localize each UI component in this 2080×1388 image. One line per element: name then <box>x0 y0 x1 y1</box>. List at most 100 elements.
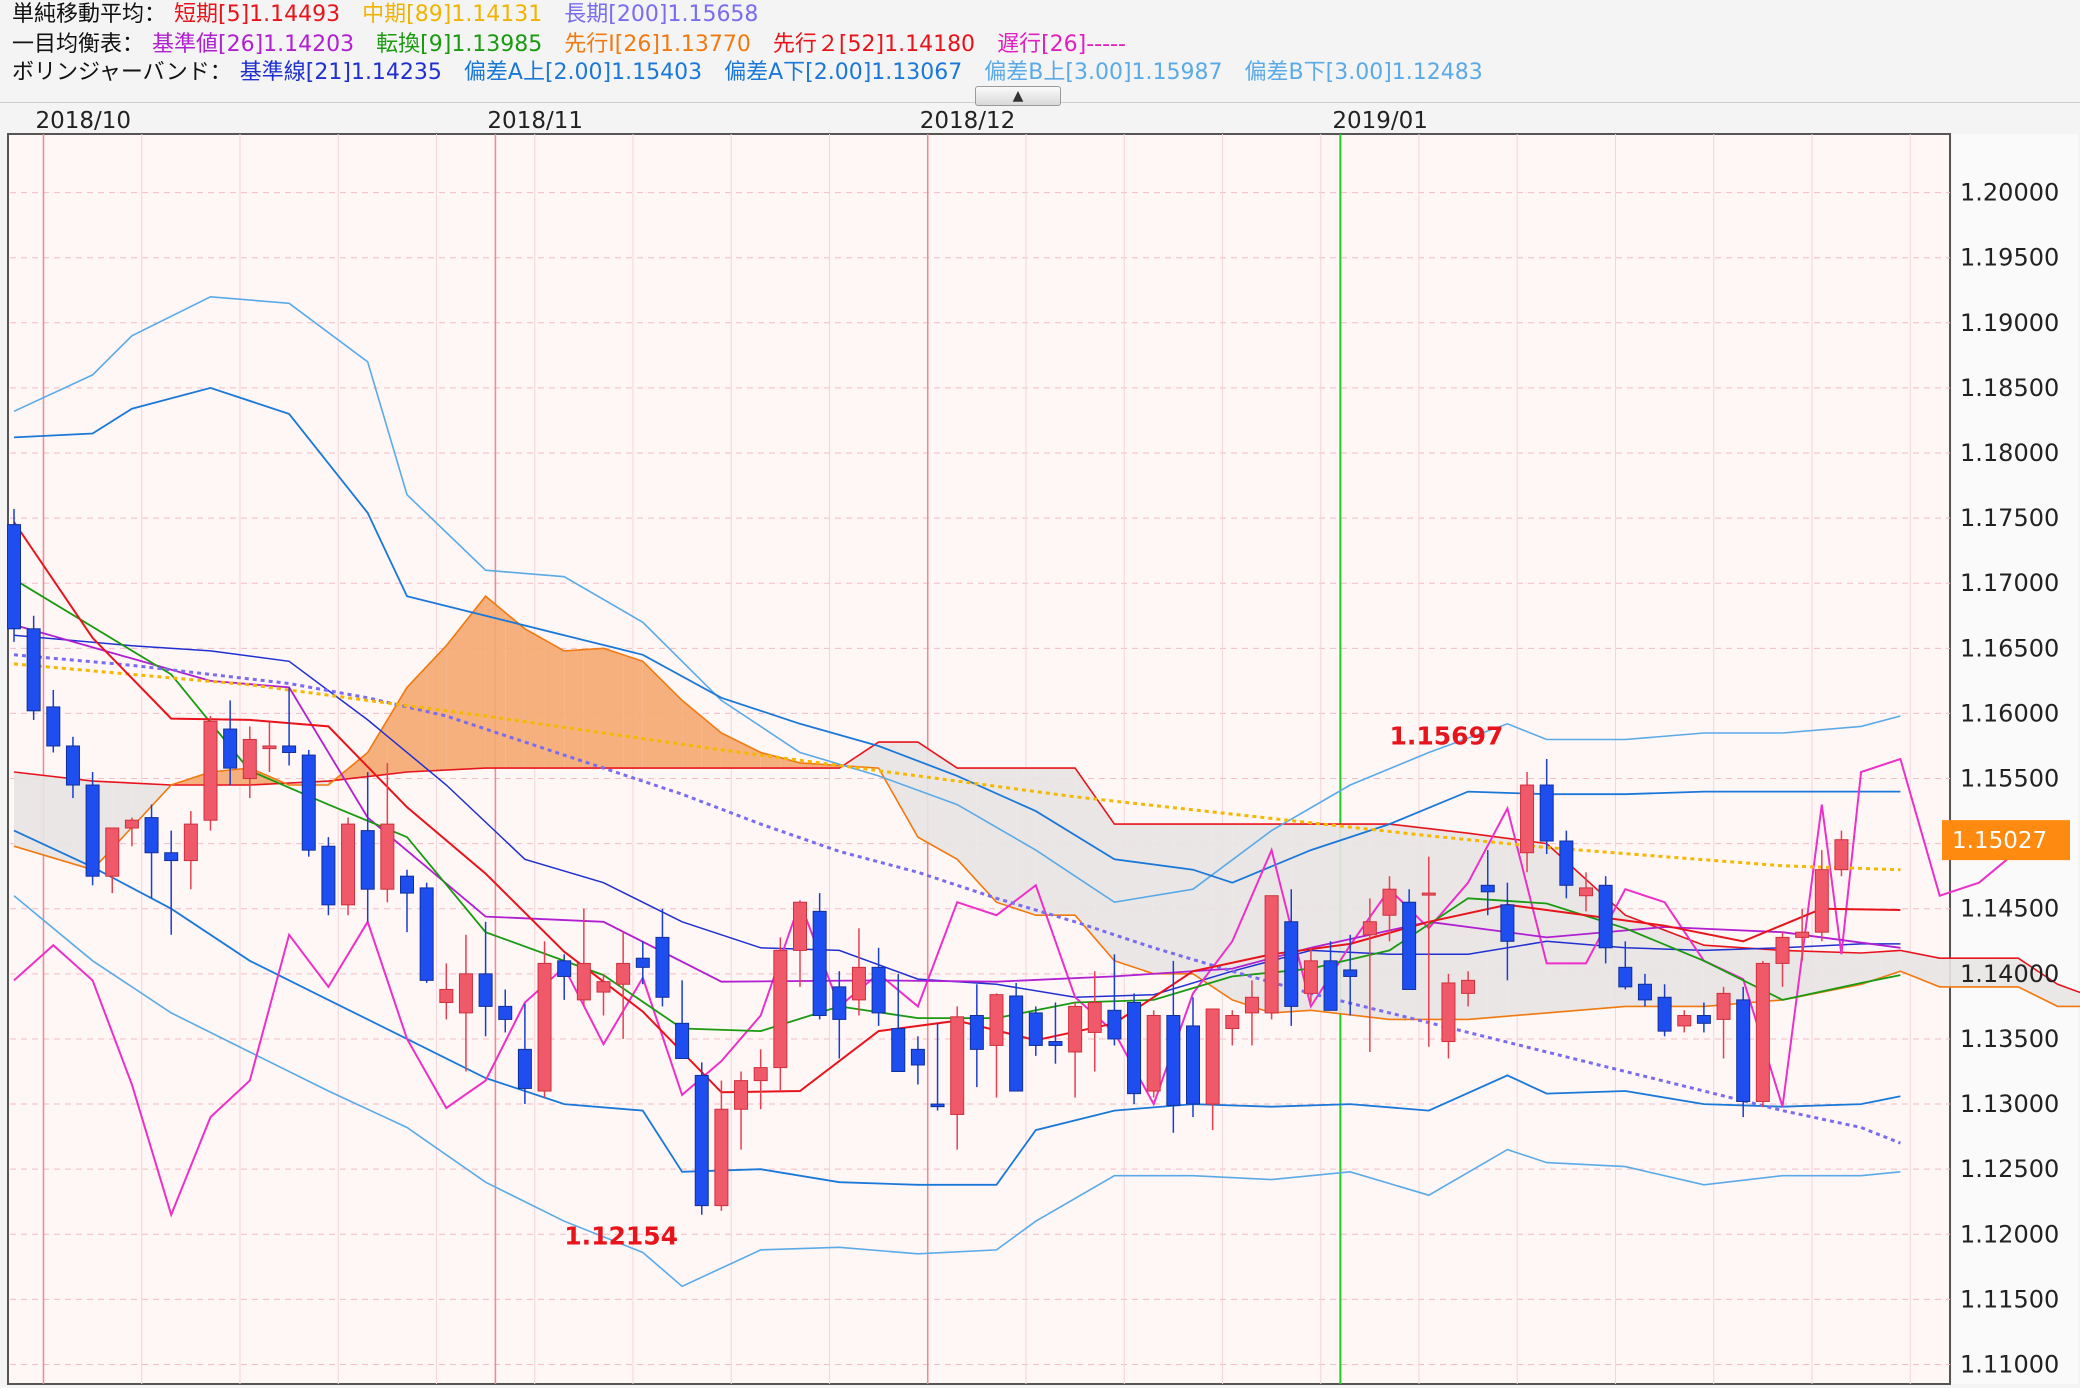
cloud-bull-segment <box>544 639 565 769</box>
candle-body <box>773 949 788 1069</box>
candle-body <box>65 745 80 786</box>
cloud-bear-segment <box>1900 950 1921 980</box>
cloud-bear-segment <box>1684 937 1704 1007</box>
candle-body <box>1127 1001 1142 1095</box>
ichimoku-legend-label: 一目均衡表： <box>12 32 145 57</box>
cloud-bear-segment <box>1703 945 1724 1007</box>
candle-body <box>1775 936 1790 964</box>
cloud-bull-segment <box>780 757 800 769</box>
cloud-bear-segment <box>1350 824 1370 1018</box>
cloud-bear-segment <box>1880 950 1901 978</box>
cloud-bear-segment <box>1369 824 1390 1020</box>
ichimoku-tenkan-legend: 転換[9]1.13985 <box>376 32 543 57</box>
candle-body <box>655 936 670 998</box>
cloud-bull-segment <box>603 648 624 769</box>
sma200-line <box>13 653 1901 1145</box>
price-tick-label: 1.12000 <box>1960 1220 2059 1248</box>
senkou2-line <box>13 741 2080 994</box>
cloud-bear-segment <box>1959 958 1979 987</box>
cloud-bull-segment <box>387 687 407 775</box>
cloud-bear-segment <box>1821 951 1842 993</box>
cloud-bull-segment <box>760 752 781 769</box>
price-annotation: 1.15697 <box>1390 722 1504 751</box>
candle-body <box>832 986 847 1020</box>
candle-body <box>1480 884 1495 893</box>
candle-body <box>714 1108 729 1207</box>
cloud-bear-segment <box>1075 768 1095 939</box>
candle-body <box>694 1074 709 1207</box>
cloud-bear-segment <box>957 768 977 881</box>
senkou1-line <box>13 595 2080 1021</box>
cloud-bull-segment <box>583 648 604 769</box>
candle-body <box>1323 960 1338 1011</box>
candle-body <box>124 819 139 829</box>
cloud-bear-segment <box>2018 958 2038 997</box>
cloud-bull-segment <box>682 700 702 769</box>
cloud-bull-segment <box>623 654 643 769</box>
candle-body <box>1441 982 1456 1043</box>
sma-short-legend: 短期[5]1.14493 <box>174 2 341 27</box>
candle-body <box>105 827 120 877</box>
candle-body <box>1520 784 1535 854</box>
cloud-bear-segment <box>33 774 54 858</box>
ichimoku-senkou1-legend: 先行Ⅰ[26]1.13770 <box>564 32 751 57</box>
candle-body <box>596 981 611 993</box>
candle-body <box>301 754 316 851</box>
candle-body <box>1146 1015 1161 1092</box>
sma-legend-row: 単純移動平均： 短期[5]1.14493 中期[89]1.14131 長期[200]1… <box>12 0 780 30</box>
candle-body <box>380 823 395 890</box>
candle-body <box>223 728 238 769</box>
candle-body <box>1579 887 1593 897</box>
candle-body <box>498 1005 513 1020</box>
price-tick-label: 1.14000 <box>1960 960 2059 988</box>
price-tick-label: 1.13500 <box>1960 1025 2059 1053</box>
cloud-bull-segment <box>741 742 761 769</box>
cloud-bear-segment <box>1802 951 1822 996</box>
candle-body <box>478 973 493 1007</box>
candle-body <box>1598 884 1613 949</box>
price-axis <box>1952 134 2078 1384</box>
candle-body <box>1009 995 1024 1092</box>
candles <box>7 509 1849 1215</box>
cloud-bull-segment <box>367 719 388 777</box>
price-tick-label: 1.12500 <box>1960 1155 2059 1183</box>
candle-body <box>793 901 807 951</box>
candle-body <box>1618 966 1633 988</box>
cloud-bear-segment <box>1664 930 1685 1007</box>
ichimoku-chikou-legend: 遅行[26]----- <box>997 32 1126 57</box>
cloud-bear-segment <box>1153 824 1174 974</box>
cloud-bear-segment <box>53 776 73 864</box>
candle-body <box>1166 1015 1181 1106</box>
price-tick-label: 1.15500 <box>1960 765 2059 793</box>
price-tick-label: 1.11500 <box>1960 1285 2059 1313</box>
cloud-bear-segment <box>1546 843 1567 1013</box>
candle-body <box>85 784 100 877</box>
bollinger-b-down-legend: 偏差B下[3.00]1.12483 <box>1244 60 1483 85</box>
candle-body <box>360 830 375 890</box>
candle-body <box>458 973 473 1014</box>
cloud-bear-segment <box>1861 951 1881 985</box>
cloud-bear-segment <box>1507 838 1528 1017</box>
candle-body <box>1402 901 1417 990</box>
candle-body <box>1677 1015 1692 1027</box>
price-tick-label: 1.16000 <box>1960 699 2059 727</box>
candle-body <box>144 817 159 854</box>
candle-body <box>1087 1001 1102 1033</box>
date-tick-label: 2019/01 <box>1332 108 1428 134</box>
candle-body <box>183 823 198 862</box>
candle-body <box>1284 921 1299 1007</box>
candle-body <box>1068 1005 1083 1053</box>
sma-mid-legend: 中期[89]1.14131 <box>362 2 543 27</box>
cloud-bear-segment <box>1487 835 1508 1018</box>
ichimoku-legend-row: 一目均衡表： 基準値[26]1.14203 転換[9]1.13985 先行Ⅰ[26]1… <box>12 30 1148 60</box>
collapse-legend-button[interactable]: ▲ <box>975 86 1061 106</box>
candle-body <box>1382 888 1397 916</box>
ichimoku-senkou2-legend: 先行２[52]1.14180 <box>772 32 976 57</box>
candle-body <box>26 628 41 712</box>
cloud-bear-segment <box>1035 768 1056 916</box>
candle-body <box>203 720 218 821</box>
cloud-bear-segment <box>2077 991 2080 1007</box>
cloud-bear-segment <box>858 742 879 769</box>
candle-body <box>341 823 356 906</box>
candle-body <box>1657 996 1672 1032</box>
